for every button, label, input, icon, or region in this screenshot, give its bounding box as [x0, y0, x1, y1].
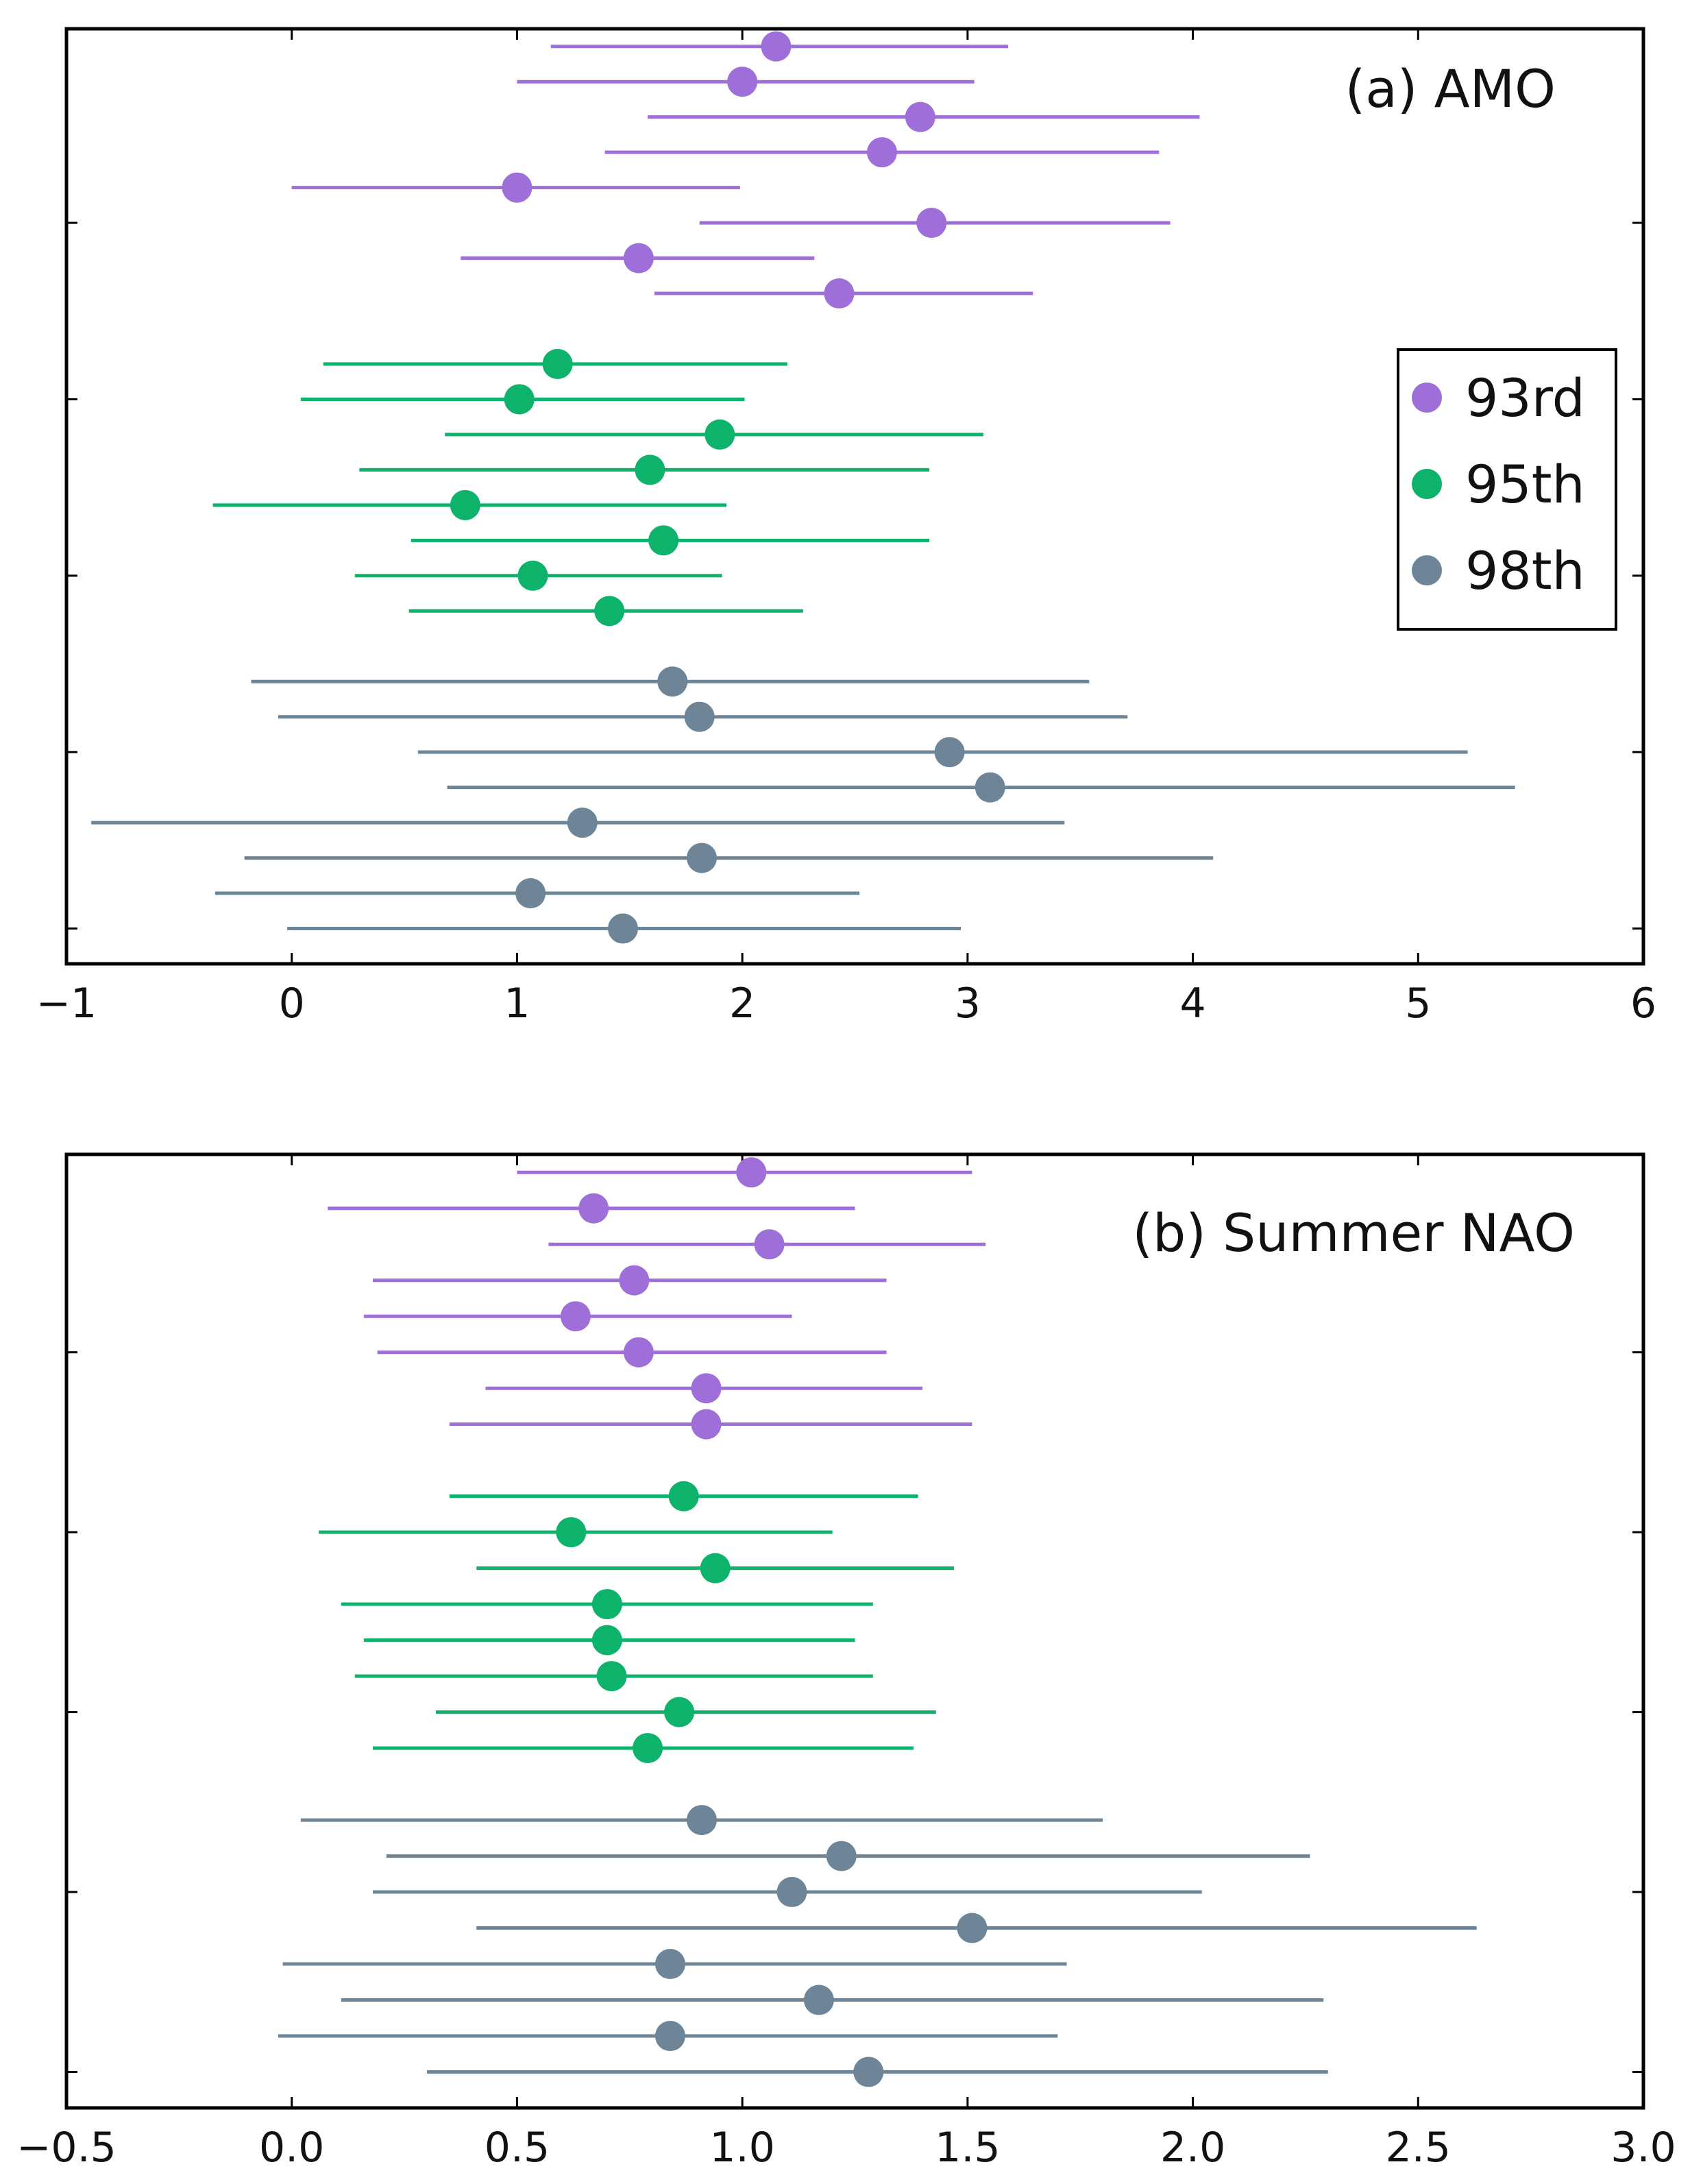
data-point: [957, 1913, 988, 1943]
x-tick-label: 3: [955, 980, 981, 1028]
data-point: [727, 66, 758, 97]
data-point: [975, 772, 1005, 803]
data-point: [635, 454, 665, 485]
axes-frame: [64, 1152, 1645, 2110]
data-point: [623, 1337, 654, 1368]
x-tick-label: 1: [504, 980, 530, 1028]
data-point: [648, 525, 679, 556]
data-point: [664, 1697, 695, 1727]
legend-marker-98th: [1412, 555, 1442, 585]
data-point: [657, 666, 688, 697]
panel-title: (a) AMO: [1345, 58, 1556, 119]
data-point: [754, 1229, 785, 1260]
data-point: [686, 842, 717, 873]
x-tick-label: 2.0: [1160, 2124, 1225, 2172]
legend-marker-95th: [1412, 469, 1442, 499]
series-93rd: [291, 31, 1200, 309]
legend-label: 98th: [1465, 540, 1585, 601]
x-tick-label: 0.0: [259, 2124, 324, 2172]
data-point: [905, 101, 935, 132]
legend-label: 95th: [1465, 454, 1585, 515]
data-point: [691, 1373, 722, 1404]
data-point: [450, 489, 480, 520]
x-tick-label: −0.5: [16, 2124, 117, 2172]
data-point: [736, 1157, 767, 1188]
data-point: [560, 1301, 591, 1332]
data-point: [824, 278, 855, 309]
data-point: [517, 560, 548, 591]
x-tick-label: 6: [1630, 980, 1656, 1028]
x-tick-label: 0: [279, 980, 305, 1028]
data-point: [686, 1805, 717, 1836]
data-point: [684, 701, 715, 732]
data-point: [504, 384, 535, 415]
data-point: [654, 2021, 685, 2052]
series-95th: [319, 1481, 955, 1764]
data-point: [668, 1481, 699, 1512]
x-tick-label: 1.0: [709, 2124, 774, 2172]
data-point: [866, 137, 897, 168]
legend-label: 93rd: [1465, 367, 1585, 428]
data-point: [578, 1193, 609, 1224]
data-point: [619, 1265, 650, 1296]
data-point: [591, 1625, 622, 1655]
legend: 93rd 95th 98th: [1397, 348, 1617, 631]
x-tick-label: 0.5: [485, 2124, 550, 2172]
legend-marker-93rd: [1412, 383, 1442, 413]
data-point: [633, 1733, 663, 1764]
panel-amo: −1 0 1 2 3 4 5 6 93rd 95th 98th (a) AMO: [36, 27, 1656, 1028]
panel-title: (b) Summer NAO: [1132, 1202, 1575, 1263]
data-point: [776, 1877, 807, 1908]
data-point: [803, 1985, 834, 2015]
series-93rd: [328, 1157, 986, 1440]
series-98th: [91, 666, 1515, 944]
series-98th: [278, 1805, 1477, 2087]
data-point: [916, 208, 947, 239]
data-point: [515, 878, 546, 909]
data-point: [607, 913, 638, 944]
data-point: [594, 596, 625, 627]
data-point: [654, 1949, 685, 1980]
data-point: [761, 31, 792, 62]
x-tick-label: 2: [729, 980, 755, 1028]
x-tick-label: 3.0: [1611, 2124, 1676, 2172]
data-point: [596, 1661, 627, 1692]
data-point: [623, 243, 654, 274]
x-tick-label: 5: [1405, 980, 1431, 1028]
data-point: [502, 172, 532, 203]
data-point: [567, 808, 598, 838]
data-point: [826, 1841, 857, 1871]
data-point: [705, 419, 735, 450]
data-point: [691, 1409, 722, 1440]
data-point: [556, 1517, 587, 1548]
series-95th: [212, 348, 983, 627]
data-point: [542, 348, 573, 379]
x-tick-label: 4: [1179, 980, 1205, 1028]
data-point: [700, 1553, 731, 1584]
panel-summer-nao: −0.5 0.0 0.5 1.0 1.5 2.0 2.5 3.0 (b) Summer NAO: [16, 1152, 1676, 2172]
data-point: [591, 1589, 622, 1620]
x-tick-label: −1: [36, 980, 97, 1028]
data-point: [934, 737, 965, 768]
x-tick-label: 2.5: [1386, 2124, 1451, 2172]
x-tick-label: 1.5: [935, 2124, 1000, 2172]
axes-frame: [64, 27, 1645, 966]
data-point: [853, 2056, 884, 2087]
